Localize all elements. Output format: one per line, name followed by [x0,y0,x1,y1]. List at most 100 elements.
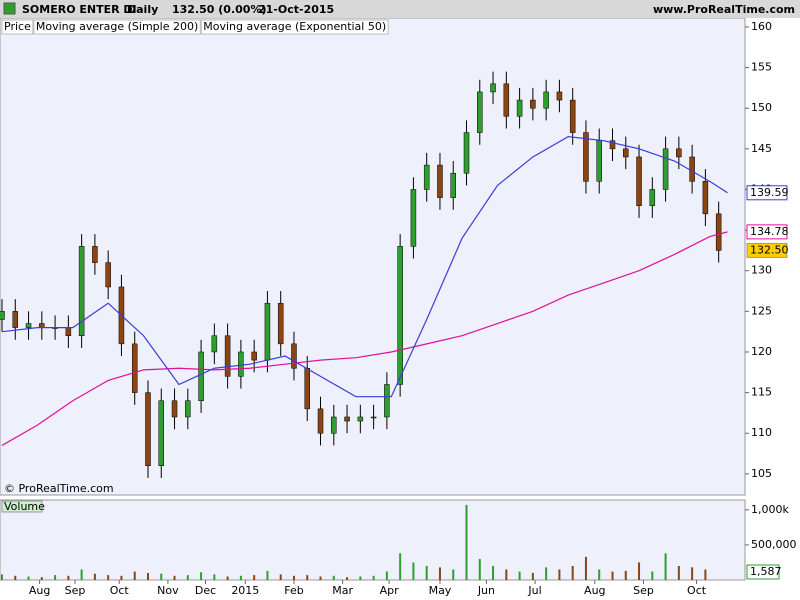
candle-body [702,181,709,215]
candle-body [344,416,350,422]
candle-body [583,132,589,182]
legend-entry: Moving average (Exponential 50) [203,20,386,33]
price-panel [0,17,746,496]
candle-body [649,189,656,206]
candle-body [450,172,456,198]
candle-body [623,148,629,158]
volume-bar [160,573,163,580]
candle-body [65,327,72,336]
last-value-box [746,224,788,240]
volume-bar [677,565,680,580]
candle-body [224,335,231,377]
candle-body [251,351,257,361]
volume-bar [425,565,428,580]
volume-bar [346,577,349,580]
candle-body [556,91,563,101]
volume-bar [14,575,17,580]
candle-body [676,148,682,158]
candle-body [503,83,510,117]
x-tick-label: Aug [29,584,50,597]
last-value-label: 132.50 [750,243,789,256]
volume-bar [133,571,136,580]
candle-body [317,408,324,434]
legend-entry: Moving average (Simple 200) [36,20,198,33]
volume-bar [306,575,309,580]
volume-bar [1,574,3,580]
y-tick-label: 115 [751,386,772,399]
volume-bar [186,575,189,580]
volume-bar [664,553,667,580]
candle-body [437,164,443,198]
volume-bar [40,577,43,580]
volume-bar [319,576,322,580]
candle-body [410,189,417,247]
candle-body [370,416,377,419]
volume-bar [107,575,110,580]
legend-box [200,19,389,35]
x-tick-label: Oct [110,584,130,597]
candle-body [636,156,642,206]
y-tick-label: 105 [751,467,772,480]
candle-body [291,343,297,369]
quote: 132.50 (0.00%) [172,3,267,16]
y-tick-label: 145 [751,142,772,155]
volume-bar [518,571,521,580]
x-tick-label: Jun [477,584,495,597]
candle-body [490,83,496,93]
volume-bar [558,569,561,580]
x-tick-label: 2015 [231,584,259,597]
candle-body [92,246,98,263]
candle-body [158,400,165,466]
x-tick-label: Sep [633,584,654,597]
volume-bar [598,569,601,580]
period: Daily [127,3,158,16]
candle-body [530,99,536,109]
volume-bar [146,572,149,580]
volume-bar [27,576,30,580]
candle-body [463,132,470,174]
candle-body [185,400,191,418]
volume-bar [545,567,548,580]
volume-bar [54,575,57,580]
last-value-label: 1,587 [750,565,782,578]
volume-bar [385,571,388,580]
candle-body [0,311,5,320]
last-value-box [746,242,788,258]
candle-body [689,156,695,182]
candle-body [211,335,218,353]
symbol: SOMERO ENTER DI [22,3,137,16]
volume-bar [584,556,587,580]
candle-body [277,302,284,345]
volume-bar [492,565,495,580]
last-value-box [746,564,780,580]
date: 21-Oct-2015 [258,3,334,16]
candle-body [198,351,204,401]
legend-entry: Price [4,20,31,33]
candle-body [131,343,138,393]
x-tick-label: Feb [284,584,303,597]
y-tick-label: 160 [751,20,772,33]
y-tick-label: 150 [751,101,772,114]
moving-average [1,231,728,446]
volume-bar [332,575,335,580]
candle-body [145,392,151,466]
candle-body [264,302,271,361]
volume-bar [399,553,402,580]
volume-bar [93,573,96,580]
volume-bar [505,569,508,580]
volume-bar [173,575,176,580]
header-bar [0,0,800,18]
candle-body [596,140,602,182]
volume-bar [611,571,614,580]
volume-bar [651,571,654,580]
y-tick-label: 500,000 [751,538,797,551]
candle-body [357,416,364,422]
volume-bar [704,569,707,580]
copyright: © ProRealTime.com [4,482,114,495]
volume-bar [465,504,468,580]
volume-bar [412,562,415,580]
candle-body [105,262,111,288]
site: www.ProRealTime.com [653,3,795,16]
candle-body [39,323,45,328]
